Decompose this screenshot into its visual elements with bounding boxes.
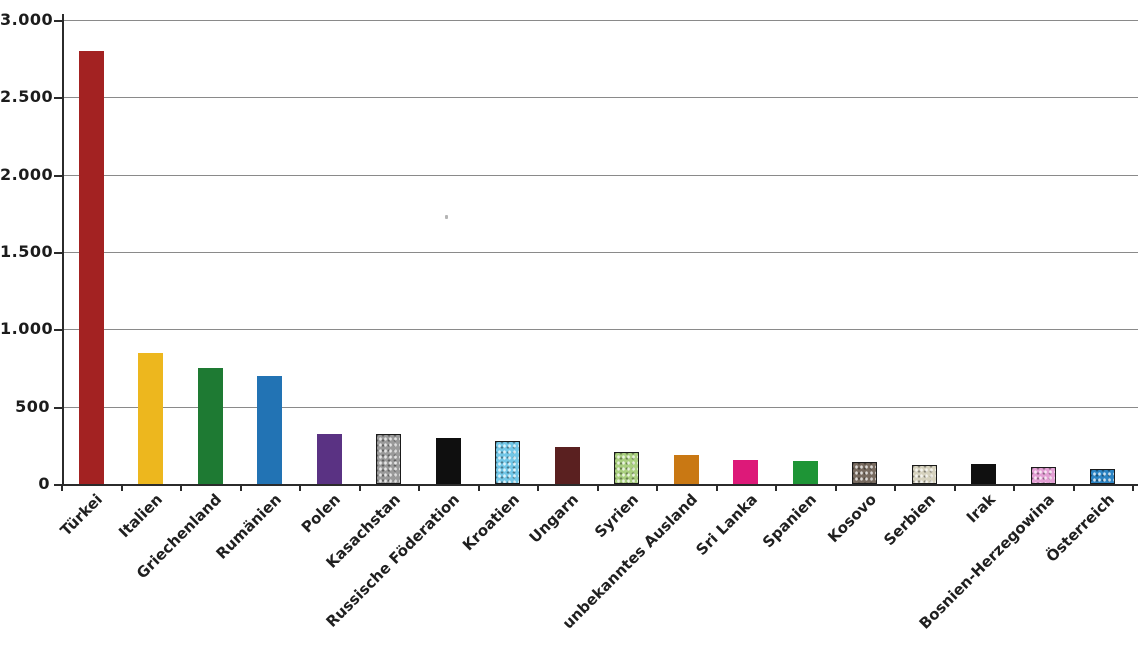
x-axis-tick xyxy=(240,484,242,491)
x-axis-tick xyxy=(954,484,956,491)
x-axis-tick xyxy=(121,484,123,491)
x-axis-tick xyxy=(537,484,539,491)
x-axis-tick xyxy=(359,484,361,491)
x-axis-tick xyxy=(656,484,658,491)
y-axis-tick xyxy=(54,484,64,486)
bar-griechenland xyxy=(198,368,223,484)
x-axis-tick xyxy=(894,484,896,491)
x-axis-tick xyxy=(478,484,480,491)
gridline-1000 xyxy=(63,329,1138,330)
x-axis-tick xyxy=(299,484,301,491)
bar-russische-föderation xyxy=(436,438,461,484)
x-axis-tick xyxy=(835,484,837,491)
y-axis-tick xyxy=(54,252,64,254)
y-axis-tick xyxy=(54,175,64,177)
bar-ungarn xyxy=(555,447,580,484)
y-axis-label: 3.000 xyxy=(0,10,54,29)
bar-kosovo xyxy=(852,462,877,484)
bar-kasachstan xyxy=(376,434,401,484)
x-axis-tick xyxy=(716,484,718,491)
x-axis-line xyxy=(61,484,1138,486)
bar-österreich xyxy=(1090,469,1115,484)
bar-kroatien xyxy=(495,441,520,484)
bar-sri-lanka xyxy=(733,460,758,484)
y-axis-label: 0 xyxy=(38,474,50,493)
gridline-1500 xyxy=(63,252,1138,253)
y-axis-line xyxy=(62,14,64,486)
gridline-500 xyxy=(63,407,1138,408)
bar-italien xyxy=(138,353,163,484)
bar-bosnien-herzegowina xyxy=(1031,467,1056,484)
bar-irak xyxy=(971,464,996,484)
y-axis-label: 1.500 xyxy=(0,242,54,261)
scan-artifact-dot xyxy=(445,215,448,219)
bar-serbien xyxy=(912,465,937,484)
bar-chart: 0 500 1.000 1.500 2.000 2.500 3.000 Türkei Itali… xyxy=(0,10,1138,633)
y-axis-tick xyxy=(54,97,64,99)
x-axis-tick xyxy=(1073,484,1075,491)
gridline-2500 xyxy=(63,97,1138,98)
x-axis-tick xyxy=(775,484,777,491)
y-axis-tick xyxy=(54,407,64,409)
y-axis-label: 500 xyxy=(15,397,50,416)
y-axis-tick xyxy=(54,20,64,22)
bar-polen xyxy=(317,434,342,484)
bar-syrien xyxy=(614,452,639,484)
x-axis-tick xyxy=(1013,484,1015,491)
gridline-3000 xyxy=(63,20,1138,21)
bar-türkei xyxy=(79,51,104,484)
bar-rumänien xyxy=(257,376,282,484)
y-axis-label: 2.500 xyxy=(0,87,54,106)
x-axis-tick xyxy=(418,484,420,491)
gridline-2000 xyxy=(63,175,1138,176)
bar-spanien xyxy=(793,461,818,484)
x-axis-tick xyxy=(61,484,63,491)
x-axis-tick xyxy=(597,484,599,491)
x-axis-tick xyxy=(1132,484,1134,491)
x-axis-tick xyxy=(180,484,182,491)
bar-unbekanntes-ausland xyxy=(674,455,699,484)
y-axis-label: 1.000 xyxy=(0,319,54,338)
y-axis-tick xyxy=(54,329,64,331)
y-axis-label: 2.000 xyxy=(0,165,54,184)
